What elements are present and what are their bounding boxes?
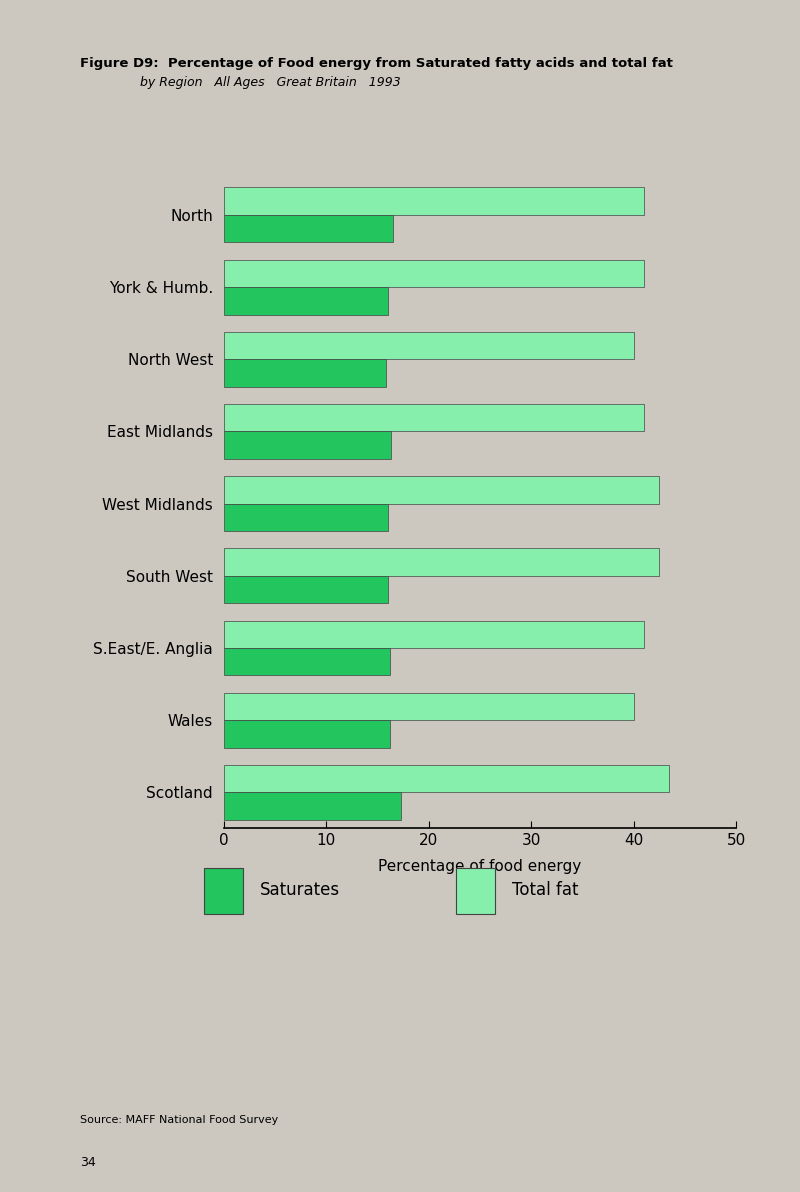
Text: Total fat: Total fat bbox=[512, 881, 578, 899]
Bar bbox=[224, 331, 634, 359]
Bar bbox=[224, 404, 644, 432]
Bar bbox=[224, 187, 644, 215]
Text: 34: 34 bbox=[80, 1156, 96, 1169]
Bar bbox=[224, 621, 644, 648]
Text: Saturates: Saturates bbox=[260, 881, 340, 899]
FancyBboxPatch shape bbox=[204, 868, 243, 914]
Bar bbox=[224, 359, 386, 386]
Text: Figure D9:  Percentage of Food energy from Saturated fatty acids and total fat: Figure D9: Percentage of Food energy fro… bbox=[80, 57, 673, 70]
Bar bbox=[224, 648, 390, 676]
FancyBboxPatch shape bbox=[456, 868, 495, 914]
Bar bbox=[224, 432, 391, 459]
Bar bbox=[224, 476, 659, 503]
Bar bbox=[224, 693, 634, 720]
Bar bbox=[224, 287, 388, 315]
Bar bbox=[224, 215, 393, 242]
Bar bbox=[224, 765, 670, 793]
Bar bbox=[224, 720, 390, 747]
X-axis label: Percentage of food energy: Percentage of food energy bbox=[378, 859, 582, 875]
Bar bbox=[224, 576, 388, 603]
Bar bbox=[224, 503, 388, 532]
Bar bbox=[224, 548, 659, 576]
Text: by Region   All Ages   Great Britain   1993: by Region All Ages Great Britain 1993 bbox=[140, 76, 401, 89]
Text: Source: MAFF National Food Survey: Source: MAFF National Food Survey bbox=[80, 1115, 278, 1125]
Bar bbox=[224, 793, 401, 820]
Bar bbox=[224, 260, 644, 287]
